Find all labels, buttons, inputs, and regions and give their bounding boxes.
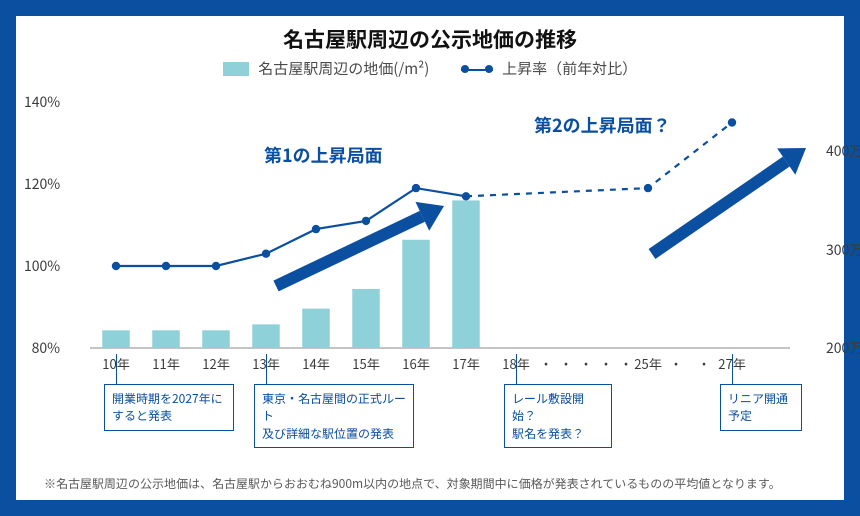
x-gap-dot: ・ bbox=[669, 354, 682, 373]
x-ticks: 10年11年12年13年14年15年16年17年18年25年27年・・・・・・・ bbox=[64, 354, 824, 374]
line-marker bbox=[312, 225, 320, 233]
callout-line: 駅名を発表？ bbox=[512, 425, 604, 442]
footnote: ※名古屋駅周辺の公示地価は、名古屋駅からおおむね900m以内の地点で、対象期間中… bbox=[44, 475, 781, 492]
annotation-phase1: 第1の上昇局面 bbox=[264, 142, 383, 168]
legend-bar-swatch bbox=[223, 62, 249, 76]
callout-line: 東京・名古屋間の正式ルート bbox=[262, 390, 406, 425]
callout-box: レール敷設開始？駅名を発表？ bbox=[504, 384, 612, 448]
y-right-tick: 300万円 bbox=[826, 240, 860, 260]
x-tick: 17年 bbox=[452, 354, 479, 373]
legend-line-swatch bbox=[461, 62, 493, 76]
bar bbox=[302, 309, 330, 348]
x-tick: 16年 bbox=[402, 354, 429, 373]
bar bbox=[352, 289, 380, 348]
chart-svg bbox=[64, 86, 824, 386]
bar bbox=[152, 330, 180, 348]
y-left-tick: 140% bbox=[24, 92, 60, 112]
legend-line-label: 上昇率（前年対比） bbox=[502, 58, 637, 79]
line-marker bbox=[262, 250, 270, 258]
line-marker bbox=[362, 217, 370, 225]
callout-line: レール敷設開始？ bbox=[512, 390, 604, 425]
line-marker bbox=[412, 184, 420, 192]
chart-canvas: 名古屋駅周辺の公示地価の推移 名古屋駅周辺の地価(/m²) 上昇率（前年対比） … bbox=[16, 16, 844, 500]
callout-line: すると発表 bbox=[112, 407, 226, 424]
callout-leader bbox=[732, 354, 733, 384]
callout-box: リニア開通予定 bbox=[720, 384, 802, 431]
annotation-phase2: 第2の上昇局面？ bbox=[534, 112, 671, 138]
x-gap-dot: ・ bbox=[579, 354, 592, 373]
chart-title: 名古屋駅周辺の公示地価の推移 bbox=[16, 24, 844, 54]
x-tick: 11年 bbox=[152, 354, 179, 373]
bar bbox=[102, 330, 130, 348]
x-gap-dot: ・ bbox=[559, 354, 572, 373]
chart-frame: 名古屋駅周辺の公示地価の推移 名古屋駅周辺の地価(/m²) 上昇率（前年対比） … bbox=[0, 0, 860, 516]
arrow-shaft bbox=[652, 162, 786, 254]
x-gap-dot: ・ bbox=[599, 354, 612, 373]
line-marker bbox=[162, 262, 170, 270]
arrow-shaft bbox=[276, 216, 422, 286]
x-gap-dot: ・ bbox=[539, 354, 552, 373]
x-tick: 25年 bbox=[634, 354, 661, 373]
bar bbox=[202, 330, 230, 348]
callout-box: 東京・名古屋間の正式ルート及び詳細な駅位置の発表 bbox=[254, 384, 414, 448]
line-marker bbox=[644, 184, 652, 192]
line-marker bbox=[462, 192, 470, 200]
callouts-row: 開業時期を2027年にすると発表東京・名古屋間の正式ルート及び詳細な駅位置の発表… bbox=[64, 376, 824, 456]
legend: 名古屋駅周辺の地価(/m²) 上昇率（前年対比） bbox=[16, 58, 844, 79]
line-marker bbox=[728, 118, 736, 126]
x-gap-dot: ・ bbox=[697, 354, 710, 373]
y-right-tick: 400万円 bbox=[826, 141, 860, 161]
callout-box: 開業時期を2027年にすると発表 bbox=[104, 384, 234, 431]
plot-area: 80%100%120%140% 200万円300万円400万円 10年11年12… bbox=[64, 86, 824, 386]
callout-leader bbox=[266, 354, 267, 384]
y-left-tick: 100% bbox=[24, 256, 60, 276]
x-tick: 12年 bbox=[202, 354, 229, 373]
legend-bar-label: 名古屋駅周辺の地価(/m²) bbox=[258, 58, 429, 79]
callout-leader bbox=[516, 354, 517, 384]
callout-line: 及び詳細な駅位置の発表 bbox=[262, 425, 406, 442]
bar bbox=[402, 240, 430, 348]
bar bbox=[252, 324, 280, 348]
line-marker bbox=[212, 262, 220, 270]
line-marker bbox=[112, 262, 120, 270]
callout-leader bbox=[116, 354, 117, 384]
y-right-tick: 200万円 bbox=[826, 338, 860, 358]
x-tick: 14年 bbox=[302, 354, 329, 373]
x-gap-dot: ・ bbox=[619, 354, 632, 373]
x-tick: 15年 bbox=[352, 354, 379, 373]
y-left-tick: 120% bbox=[24, 174, 60, 194]
y-left-tick: 80% bbox=[24, 338, 60, 358]
bar bbox=[452, 200, 480, 348]
callout-line: リニア開通予定 bbox=[728, 390, 794, 425]
callout-line: 開業時期を2027年に bbox=[112, 390, 226, 407]
